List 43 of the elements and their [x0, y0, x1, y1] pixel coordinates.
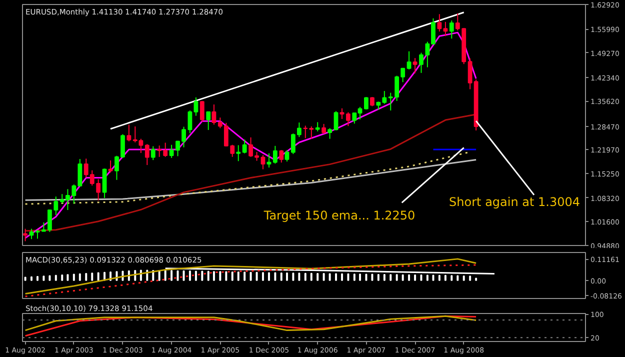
- candlestick: [242, 139, 247, 154]
- candlestick: [370, 96, 374, 107]
- candlestick: [206, 111, 211, 130]
- candlestick: [388, 92, 393, 111]
- candlestick: [96, 178, 101, 201]
- candlestick: [315, 122, 320, 132]
- annotation: Target 150 ema... 1.2250: [262, 208, 416, 223]
- candlestick: [449, 20, 454, 40]
- candlestick: [328, 128, 332, 140]
- annotation: Short again at 1.3004: [449, 194, 580, 209]
- candlestick: [194, 96, 198, 116]
- candlestick: [260, 154, 266, 170]
- candlestick: [84, 158, 88, 178]
- candlestick: [322, 123, 326, 134]
- candlestick: [334, 110, 338, 131]
- line-series: [24, 258, 477, 295]
- candlestick: [54, 196, 58, 216]
- candlestick: [340, 108, 344, 120]
- candlestick: [212, 104, 216, 126]
- candlestick: [284, 150, 290, 162]
- candlestick: [200, 100, 204, 122]
- candlestick: [150, 146, 156, 161]
- candlestick: [236, 144, 241, 162]
- candlestick: [218, 117, 222, 129]
- candlestick: [102, 168, 107, 198]
- candlestick: [144, 144, 150, 166]
- candlestick: [23, 228, 28, 242]
- line-series: [24, 315, 477, 332]
- candlestick: [406, 50, 412, 70]
- candlestick: [230, 144, 235, 158]
- candlestick: [272, 145, 278, 164]
- candlestick: [279, 150, 284, 164]
- candlestick: [412, 58, 418, 74]
- candlestick: [90, 170, 94, 186]
- line-series: [24, 264, 477, 298]
- candlestick: [346, 112, 350, 127]
- line-series: [24, 315, 477, 337]
- candlestick: [266, 152, 272, 168]
- candlestick: [224, 122, 228, 147]
- candlestick: [188, 110, 192, 134]
- candlestick: [364, 96, 368, 110]
- candlestick: [126, 124, 132, 142]
- candlestick: [29, 228, 34, 240]
